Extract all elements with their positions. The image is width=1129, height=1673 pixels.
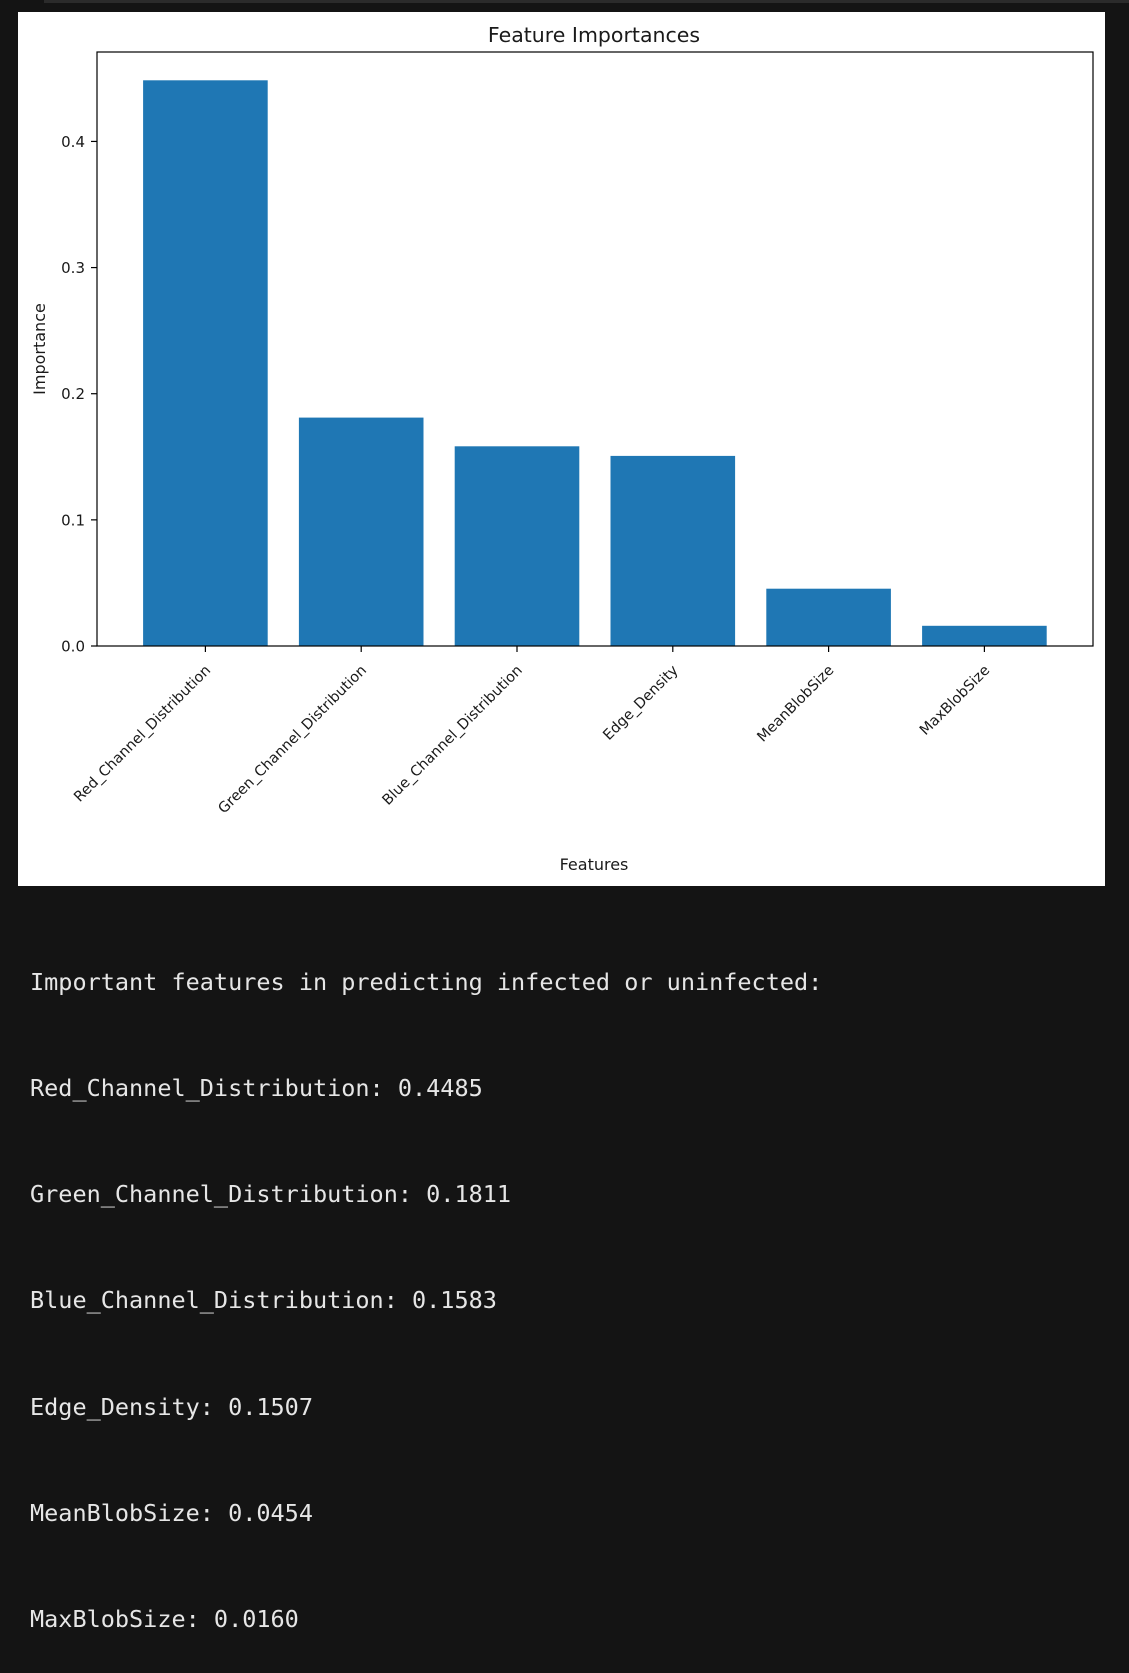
bar: [143, 80, 268, 647]
bar: [610, 455, 736, 646]
bar: [766, 588, 891, 646]
chart-title: Feature Importances: [488, 23, 700, 47]
y-tick-label: 0.2: [61, 385, 85, 403]
x-axis: Red_Channel_Distribution Green_Channel_Di…: [71, 646, 993, 817]
bar: [922, 625, 1047, 646]
output-heading: Important features in predicting infecte…: [30, 967, 823, 996]
bar: [298, 417, 424, 646]
output-line: Red_Channel_Distribution: 0.4485: [30, 1074, 483, 1103]
x-axis-label: Features: [560, 855, 629, 874]
y-tick-label: 0.0: [61, 638, 85, 656]
output-line: MaxBlobSize: 0.0160: [30, 1605, 299, 1634]
output-line: MeanBlobSize: 0.0454: [30, 1498, 313, 1527]
output-line: Edge_Density: 0.1507: [30, 1392, 313, 1421]
bar: [454, 446, 580, 646]
output-line: Green_Channel_Distribution: 0.1811: [30, 1180, 512, 1209]
x-tick-label: Edge_Density: [600, 662, 682, 744]
x-tick-label: Blue_Channel_Distribution: [380, 663, 526, 809]
x-tick-label: MeanBlobSize: [754, 662, 837, 745]
cell-output: Important features in predicting infecte…: [30, 894, 1120, 1673]
y-axis: 0.0 0.1 0.2 0.3 0.4: [61, 133, 97, 656]
bar-chart: Feature Importances 0.0 0.1 0.2 0.3 0.4 Red_…: [30, 23, 1094, 874]
y-tick-label: 0.4: [61, 133, 85, 151]
cell-top-divider: [44, 0, 1129, 3]
x-tick-label: Green_Channel_Distribution: [215, 663, 370, 818]
y-axis-label: Importance: [30, 303, 49, 395]
x-tick-label: MaxBlobSize: [917, 662, 993, 738]
y-tick-label: 0.1: [61, 511, 85, 529]
x-tick-label: Red_Channel_Distribution: [71, 663, 214, 806]
chart-figure: Feature Importances 0.0 0.1 0.2 0.3 0.4 Red_…: [18, 12, 1105, 886]
bars-group: [143, 80, 1047, 647]
plot-frame: [96, 51, 1094, 647]
output-line: Blue_Channel_Distribution: 0.1583: [30, 1286, 497, 1315]
y-tick-label: 0.3: [61, 259, 85, 277]
